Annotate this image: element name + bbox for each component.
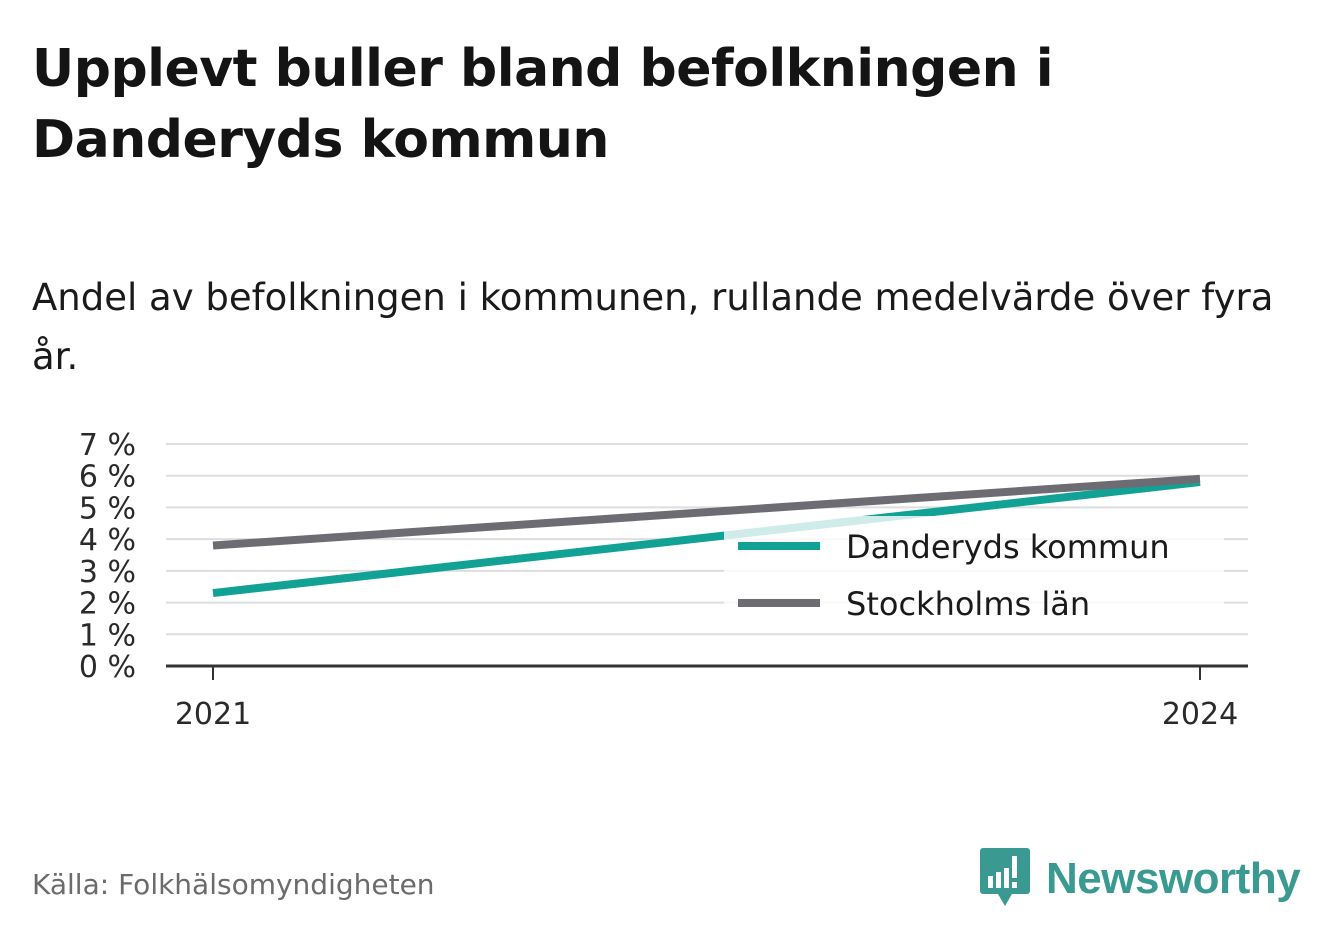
legend-background (724, 516, 1224, 632)
y-tick-label: 2 % (79, 587, 136, 622)
chart-title: Upplevt buller bland befolkningen i Dand… (32, 39, 1054, 170)
source-note: Källa: Folkhälsomyndigheten (32, 868, 435, 901)
legend: Danderyds kommun Stockholms län (724, 516, 1224, 632)
y-tick-label: 6 % (79, 460, 136, 495)
newsworthy-logo-icon (980, 848, 1030, 906)
x-axis: 2021 2024 (166, 664, 1248, 732)
y-tick-label: 7 % (79, 428, 136, 463)
series-lines (212, 474, 1201, 598)
brand: Newsworthy (980, 848, 1301, 910)
chart-subtitle: Andel av befolkningen i kommunen, rullan… (32, 276, 1274, 378)
y-tick-label: 4 % (79, 523, 136, 558)
x-tick-label: 2021 (175, 697, 251, 732)
y-tick-label: 5 % (79, 491, 136, 526)
series-line-danderyds-kommun (212, 478, 1201, 598)
series-line-stockholms-län (212, 474, 1201, 550)
x-tick-label: 2024 (1162, 697, 1238, 732)
y-tick-label: 0 % (79, 650, 136, 685)
y-axis-ticks: 0 %1 %2 %3 %4 %5 %6 %7 % (79, 428, 136, 685)
legend-label: Stockholms län (846, 585, 1090, 623)
brand-name: Newsworthy (1046, 854, 1301, 903)
line-chart: 0 %1 %2 %3 %4 %5 %6 %7 % Danderyds kommu… (79, 428, 1248, 732)
legend-label: Danderyds kommun (846, 528, 1170, 566)
y-tick-label: 3 % (79, 555, 136, 590)
y-tick-label: 1 % (79, 618, 136, 653)
